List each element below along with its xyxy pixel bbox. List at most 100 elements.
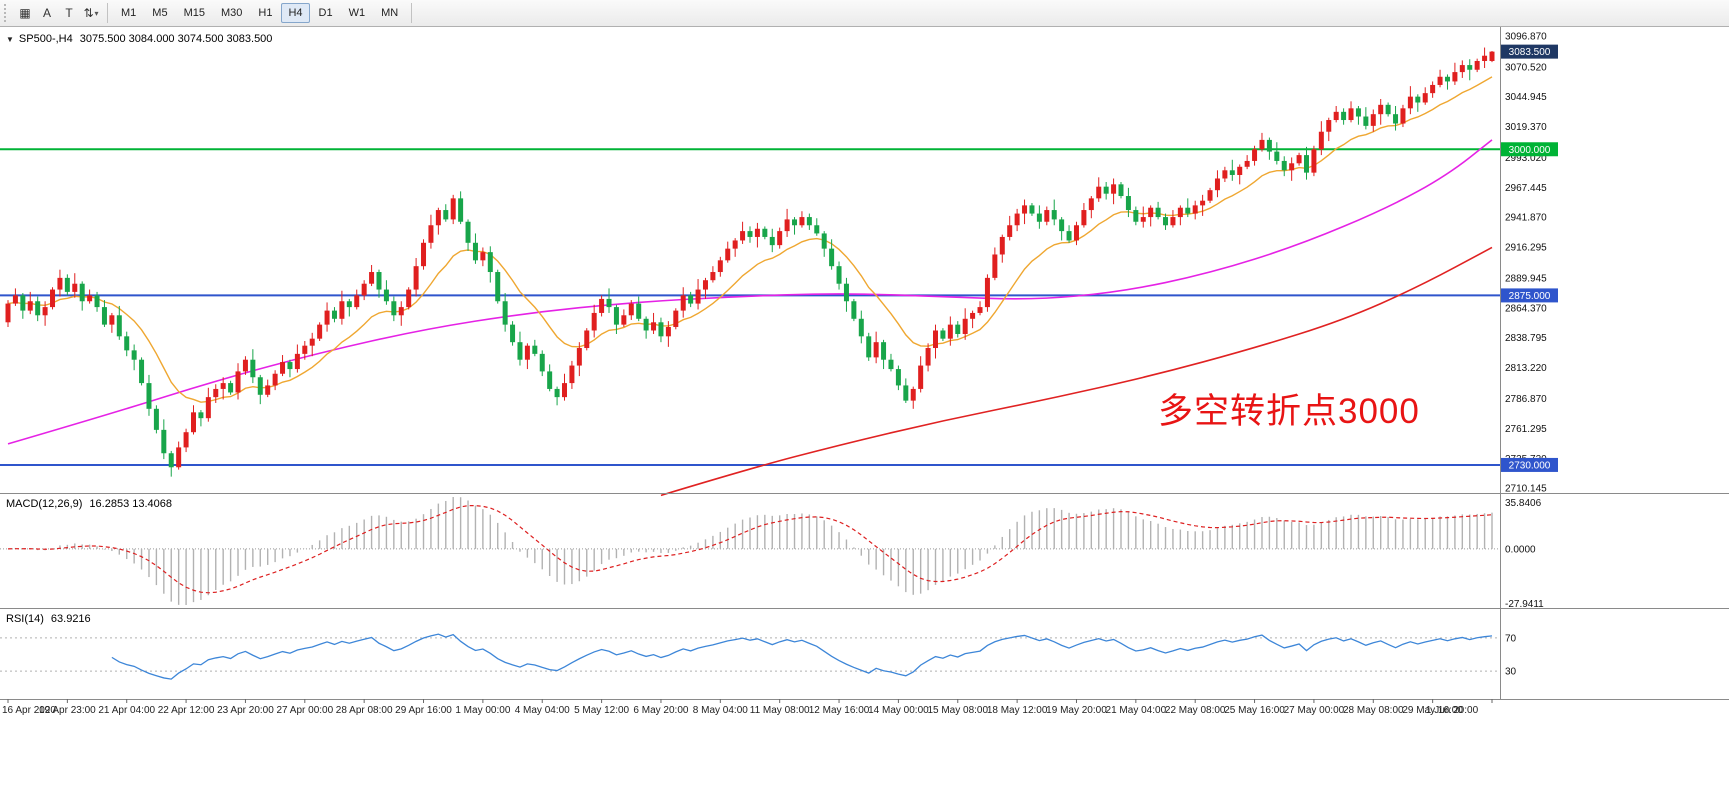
candle-body	[532, 345, 538, 354]
time-tick-label: 27 May 00:00	[1284, 705, 1345, 716]
candle-body	[1407, 96, 1413, 109]
candle-body	[628, 303, 634, 316]
candle-body	[50, 289, 56, 308]
time-tick-label: 22 Apr 12:00	[158, 705, 215, 716]
candle-body	[806, 217, 812, 226]
candle-body	[918, 365, 924, 389]
chart-window-icon[interactable]: ▦	[19, 6, 31, 20]
candle-body	[999, 236, 1005, 255]
candle-body	[1036, 213, 1042, 222]
timeframe-button-w1[interactable]: W1	[348, 7, 366, 19]
candle-body	[977, 307, 983, 313]
candle-body	[1274, 151, 1280, 161]
price-tick-label: 2813.220	[1505, 363, 1547, 374]
candle-body	[124, 336, 130, 351]
candle-body	[101, 307, 107, 325]
chart-symbol-label: SP500-,H4	[18, 33, 73, 45]
candle-body	[747, 231, 753, 237]
candle-body	[599, 298, 605, 313]
toolbar-drag-handle[interactable]	[4, 4, 10, 22]
timeframe-button-d1[interactable]: D1	[318, 7, 333, 19]
rsi-level-label: 70	[1505, 633, 1517, 644]
candle-body	[465, 221, 471, 243]
candle-body	[1452, 72, 1458, 82]
cycle-arrows-icon[interactable]: ⇅ ▾	[83, 6, 99, 20]
candle-body	[480, 252, 486, 261]
candle-body	[680, 295, 686, 311]
candle-body	[1088, 198, 1094, 211]
time-tick-label: 12 May 16:00	[809, 705, 870, 716]
candle-body	[161, 429, 167, 454]
timeframe-button-m30[interactable]: M30	[220, 7, 243, 19]
chart-expander-icon[interactable]: ▼	[6, 35, 14, 44]
timeframe-button-mn[interactable]: MN	[381, 7, 399, 19]
candle-body	[933, 330, 938, 349]
candle-body	[1029, 205, 1035, 214]
timeframe-button-m1[interactable]: M1	[121, 7, 137, 19]
candle-body	[695, 289, 701, 304]
candle-body	[183, 432, 189, 448]
candle-body	[421, 242, 427, 267]
candle-body	[242, 359, 248, 372]
candle-body	[873, 342, 879, 358]
candle-body	[398, 307, 404, 316]
candle-body	[168, 453, 174, 468]
candle-body	[1229, 170, 1235, 175]
candle-body	[1066, 231, 1072, 241]
candle-body	[1474, 60, 1480, 70]
time-tick-label: 19 May 20:00	[1046, 705, 1107, 716]
price-tick-label: 2864.370	[1505, 303, 1547, 314]
svg-text:2875.000: 2875.000	[1509, 291, 1551, 302]
candle-body	[1415, 96, 1421, 103]
candle-body	[539, 353, 545, 372]
text-label-icon[interactable]: A	[42, 6, 51, 20]
candle-body	[443, 210, 449, 220]
candle-body	[732, 240, 738, 249]
candle-body	[139, 359, 145, 384]
timeframe-button-h1[interactable]: H1	[258, 7, 273, 19]
candle-body	[651, 322, 657, 331]
time-axis: 16 Apr 202019 Apr 23:0021 Apr 04:0022 Ap…	[2, 699, 1493, 716]
candle-body	[280, 362, 286, 374]
candle-body	[131, 350, 137, 360]
candle-body	[688, 295, 694, 304]
timeframe-button-h4[interactable]: H4	[281, 3, 310, 23]
candle-body	[784, 219, 790, 232]
timeframe-button-m5[interactable]: M5	[152, 7, 168, 19]
candle-body	[821, 233, 827, 249]
timeframe-button-m15[interactable]: M15	[183, 7, 205, 19]
candle-body	[1103, 186, 1109, 194]
candle-body	[955, 324, 961, 334]
candle-body	[636, 303, 642, 319]
time-tick-label: 23 Apr 20:00	[217, 705, 274, 716]
text-tool-icon[interactable]: T	[65, 6, 73, 20]
annotation-text[interactable]: 多空转折点3000	[1158, 392, 1420, 431]
candle-body	[984, 277, 990, 308]
candle-body	[962, 318, 968, 334]
candle-body	[331, 310, 337, 319]
price-tick-label: 2761.295	[1505, 424, 1547, 435]
price-axis-area[interactable]	[1500, 27, 1565, 699]
candle-body	[1259, 139, 1265, 150]
rsi-panel: 70 30	[0, 633, 1517, 680]
candle-body	[265, 385, 271, 395]
candle-body	[910, 388, 916, 401]
time-tick-label: 16 Apr 2020	[2, 705, 56, 716]
rsi-value: 63.9216	[50, 613, 91, 625]
time-axis-area[interactable]	[0, 700, 1500, 717]
candle-body	[836, 266, 842, 284]
candle-body	[42, 307, 48, 316]
bottom-filler	[0, 717, 1729, 796]
candle-body	[1467, 65, 1473, 70]
candle-body	[762, 228, 768, 237]
rsi-line	[111, 633, 1493, 680]
candle-body	[72, 283, 78, 292]
candle-body	[1148, 207, 1154, 218]
candle-body	[406, 289, 412, 308]
candle-body	[220, 383, 226, 389]
candle-body	[1022, 205, 1028, 214]
candle-body	[1222, 170, 1228, 179]
chart-canvas[interactable]: 3096.870 3070.520 3044.945 3019.370 2993.020…	[0, 27, 1729, 717]
macd-signal-line	[7, 505, 1493, 594]
macd-scale-max: 35.8406	[1505, 498, 1542, 509]
